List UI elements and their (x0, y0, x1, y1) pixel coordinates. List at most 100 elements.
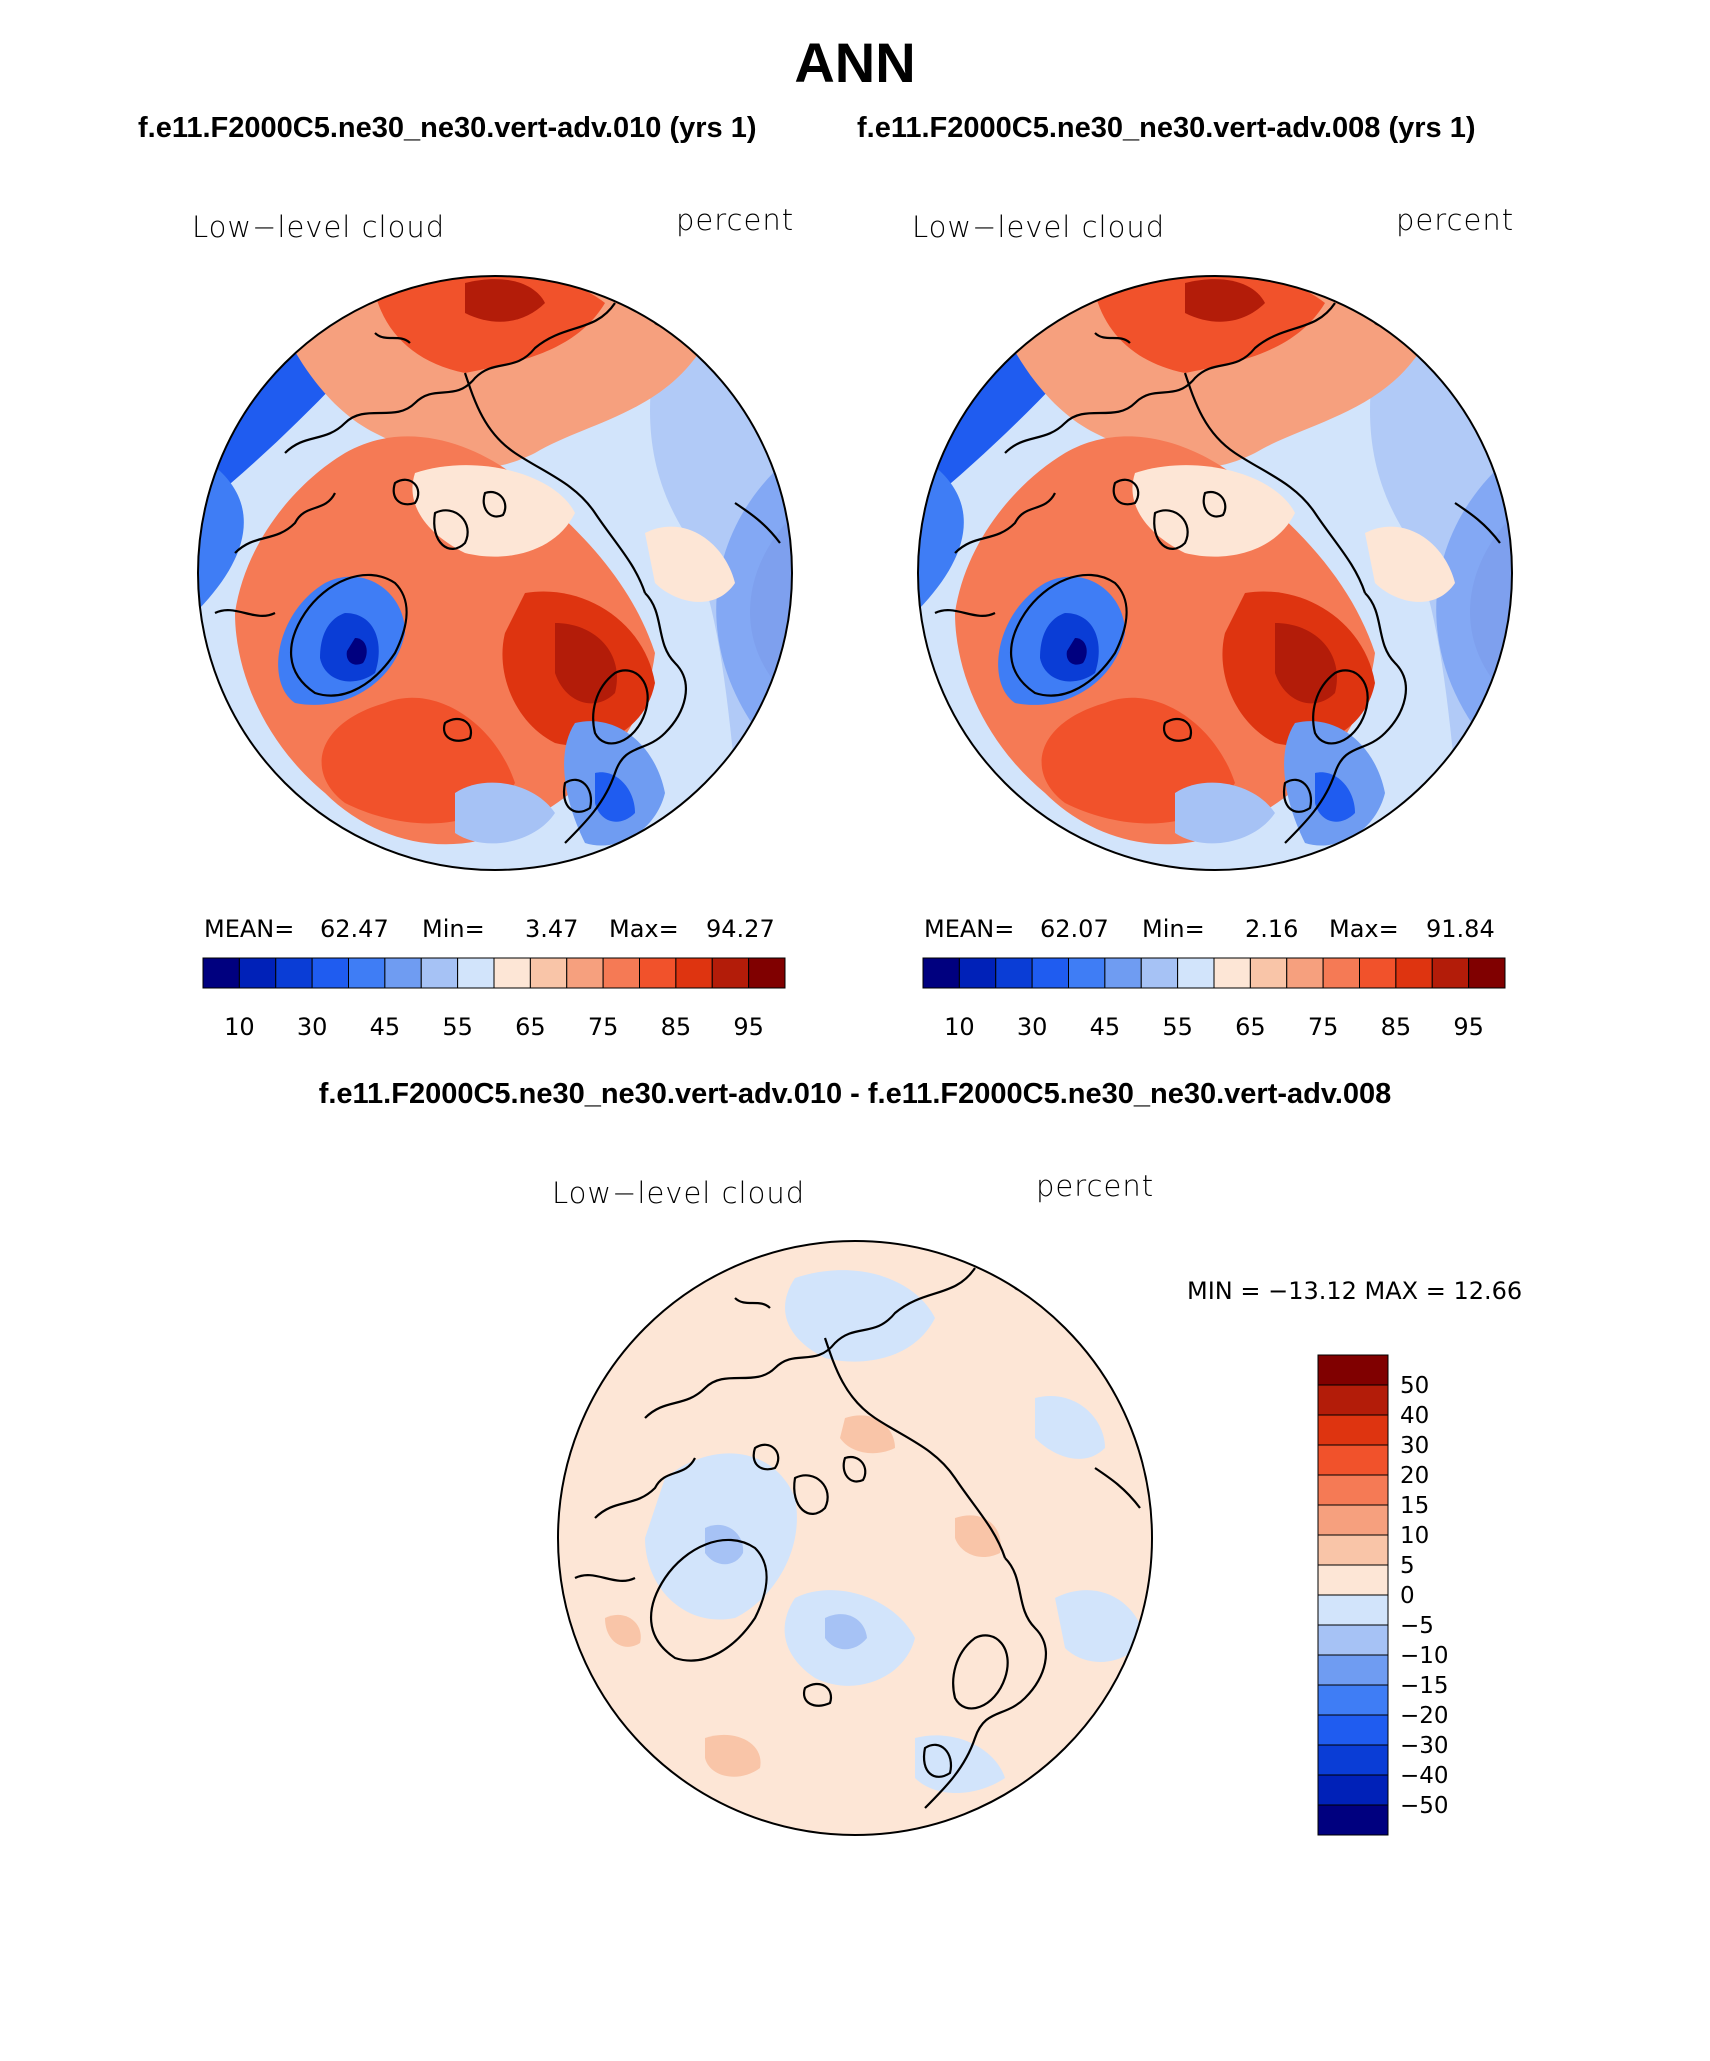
panel1-units-label: percent (676, 203, 795, 237)
diff-colorbar-tick-label: 5 (1400, 1553, 1415, 1579)
diff-variable-label: Low−level cloud (552, 1176, 806, 1210)
panel2-mean-label: MEAN= (924, 915, 1015, 943)
panel1-colorbar-swatch (202, 957, 240, 989)
panel1-mean-label: MEAN= (204, 915, 295, 943)
panel2-colorbar-tick-label: 30 (1017, 1013, 1048, 1041)
panel1-colorbar-swatch (348, 957, 386, 989)
panel1-colorbar-swatch (529, 957, 568, 989)
diff-colorbar-tick-label: 40 (1400, 1403, 1429, 1429)
panel1-colorbar-tick-label: 95 (733, 1013, 764, 1041)
panel2-mean-value: 62.07 (1040, 915, 1109, 943)
panel2-colorbar-swatch (995, 957, 1033, 989)
diff-colorbar-tick-label: 20 (1400, 1463, 1429, 1489)
diff-colorbar-swatch (1317, 1684, 1389, 1716)
diff-map (557, 1240, 1153, 1836)
panel1-colorbar-tick-label: 85 (661, 1013, 692, 1041)
diff-colorbar-swatch (1317, 1564, 1389, 1596)
diff-colorbar-tick-label: 10 (1400, 1523, 1429, 1549)
diff-colorbar-tick-label: 0 (1400, 1583, 1415, 1609)
panel2-colorbar-swatch (1104, 957, 1142, 989)
panel1-max-value: 94.27 (706, 915, 775, 943)
diff-colorbar-swatch (1317, 1354, 1389, 1386)
panel1-colorbar-swatch (275, 957, 313, 989)
diff-colorbar-tick-label: −50 (1400, 1793, 1449, 1819)
panel2-colorbar-swatch (958, 957, 997, 989)
diff-colorbar-tick-label: 30 (1400, 1433, 1429, 1459)
panel2-colorbar-tick-label: 85 (1381, 1013, 1412, 1041)
diff-colorbar-swatch (1317, 1444, 1389, 1476)
panel1-colorbar-swatch (602, 957, 640, 989)
panel2-units-label: percent (1396, 203, 1515, 237)
panel2-variable-label: Low−level cloud (912, 210, 1166, 244)
diff-colorbar-swatch (1317, 1504, 1389, 1536)
panel2-colorbar-swatch (1031, 957, 1069, 989)
panel1-colorbar-swatch (711, 957, 750, 989)
diff-colorbar-swatch (1317, 1384, 1389, 1416)
panel2-colorbar-tick-label: 75 (1308, 1013, 1339, 1041)
panel2-colorbar-swatch (1395, 957, 1433, 989)
panel2-min-label: Min= (1142, 915, 1205, 943)
panel1-variable-label: Low−level cloud (192, 210, 446, 244)
diff-colorbar-tick-label: −15 (1400, 1673, 1449, 1699)
panel1-colorbar-swatch (420, 957, 459, 989)
panel2-colorbar-swatch (1322, 957, 1360, 989)
panel2-colorbar-swatch (1286, 957, 1324, 989)
panel2-min-value: 2.16 (1245, 915, 1299, 943)
panel1-min-label: Min= (422, 915, 485, 943)
diff-colorbar-swatch (1317, 1804, 1389, 1836)
panel2-colorbar-tick-label: 95 (1453, 1013, 1484, 1041)
panel2-colorbar-tick-label: 10 (944, 1013, 975, 1041)
panel1-colorbar-swatch (639, 957, 677, 989)
panel2-colorbar-tick-label: 55 (1162, 1013, 1193, 1041)
panel1-colorbar-swatch (675, 957, 713, 989)
diff-units-label: percent (1036, 1169, 1155, 1203)
diff-colorbar-swatch (1317, 1654, 1389, 1686)
test-case-header: f.e11.F2000C5.ne30_ne30.vert-adv.010 (yr… (138, 112, 757, 144)
panel2-colorbar-swatch (1213, 957, 1251, 989)
panel1-colorbar-swatch (457, 957, 495, 989)
panel1-colorbar-swatch (384, 957, 422, 989)
panel1-colorbar-tick-label: 65 (515, 1013, 546, 1041)
diff-colorbar-swatch (1317, 1474, 1389, 1506)
panel1-colorbar-tick-label: 75 (588, 1013, 619, 1041)
diff-colorbar-tick-label: −20 (1400, 1703, 1449, 1729)
panel1-colorbar-swatch (493, 957, 531, 989)
diff-colorbar-swatch (1317, 1624, 1389, 1656)
panel1-mean-value: 62.47 (320, 915, 389, 943)
panel2-colorbar-swatch (1177, 957, 1215, 989)
panel2-colorbar-tick-label: 45 (1090, 1013, 1121, 1041)
panel1-colorbar-swatch (748, 957, 786, 989)
panel2-colorbar-swatch (922, 957, 960, 989)
panel1-max-label: Max= (609, 915, 679, 943)
panel2-max-value: 91.84 (1426, 915, 1495, 943)
diff-title: f.e11.F2000C5.ne30_ne30.vert-adv.010 - f… (318, 1078, 1392, 1110)
diff-colorbar-tick-label: −5 (1400, 1613, 1434, 1639)
diff-colorbar-tick-label: −30 (1400, 1733, 1449, 1759)
control-case-header: f.e11.F2000C5.ne30_ne30.vert-adv.008 (yr… (857, 112, 1476, 144)
panel1-colorbar: 10 30 45 55 65 75 85 95 (202, 957, 786, 1041)
panel2-colorbar-swatch (1359, 957, 1397, 989)
diff-colorbar-tick-label: 50 (1400, 1373, 1429, 1399)
diff-colorbar-swatch (1317, 1744, 1389, 1776)
panel1-colorbar-swatch (311, 957, 349, 989)
diff-colorbar-tick-label: −40 (1400, 1763, 1449, 1789)
diff-colorbar-swatch (1317, 1534, 1389, 1566)
diff-colorbar-swatch (1317, 1414, 1389, 1446)
panel2-max-label: Max= (1329, 915, 1399, 943)
panel1-colorbar-tick-label: 55 (442, 1013, 473, 1041)
panel1-colorbar-swatch (238, 957, 277, 989)
diff-colorbar-swatch (1317, 1714, 1389, 1746)
panel2-map (917, 275, 1513, 871)
panel1-colorbar-swatch (566, 957, 604, 989)
panel2-colorbar-swatch (1249, 957, 1288, 989)
figure-title: ANN (794, 31, 916, 94)
panel1-colorbar-tick-label: 45 (370, 1013, 401, 1041)
panel1-colorbar-tick-label: 30 (297, 1013, 328, 1041)
panel2-colorbar-swatch (1431, 957, 1470, 989)
diff-colorbar-tick-label: 15 (1400, 1493, 1429, 1519)
panel1-colorbar-tick-label: 10 (224, 1013, 255, 1041)
diff-colorbar-swatch (1317, 1774, 1389, 1806)
panel2-colorbar-swatch (1140, 957, 1179, 989)
